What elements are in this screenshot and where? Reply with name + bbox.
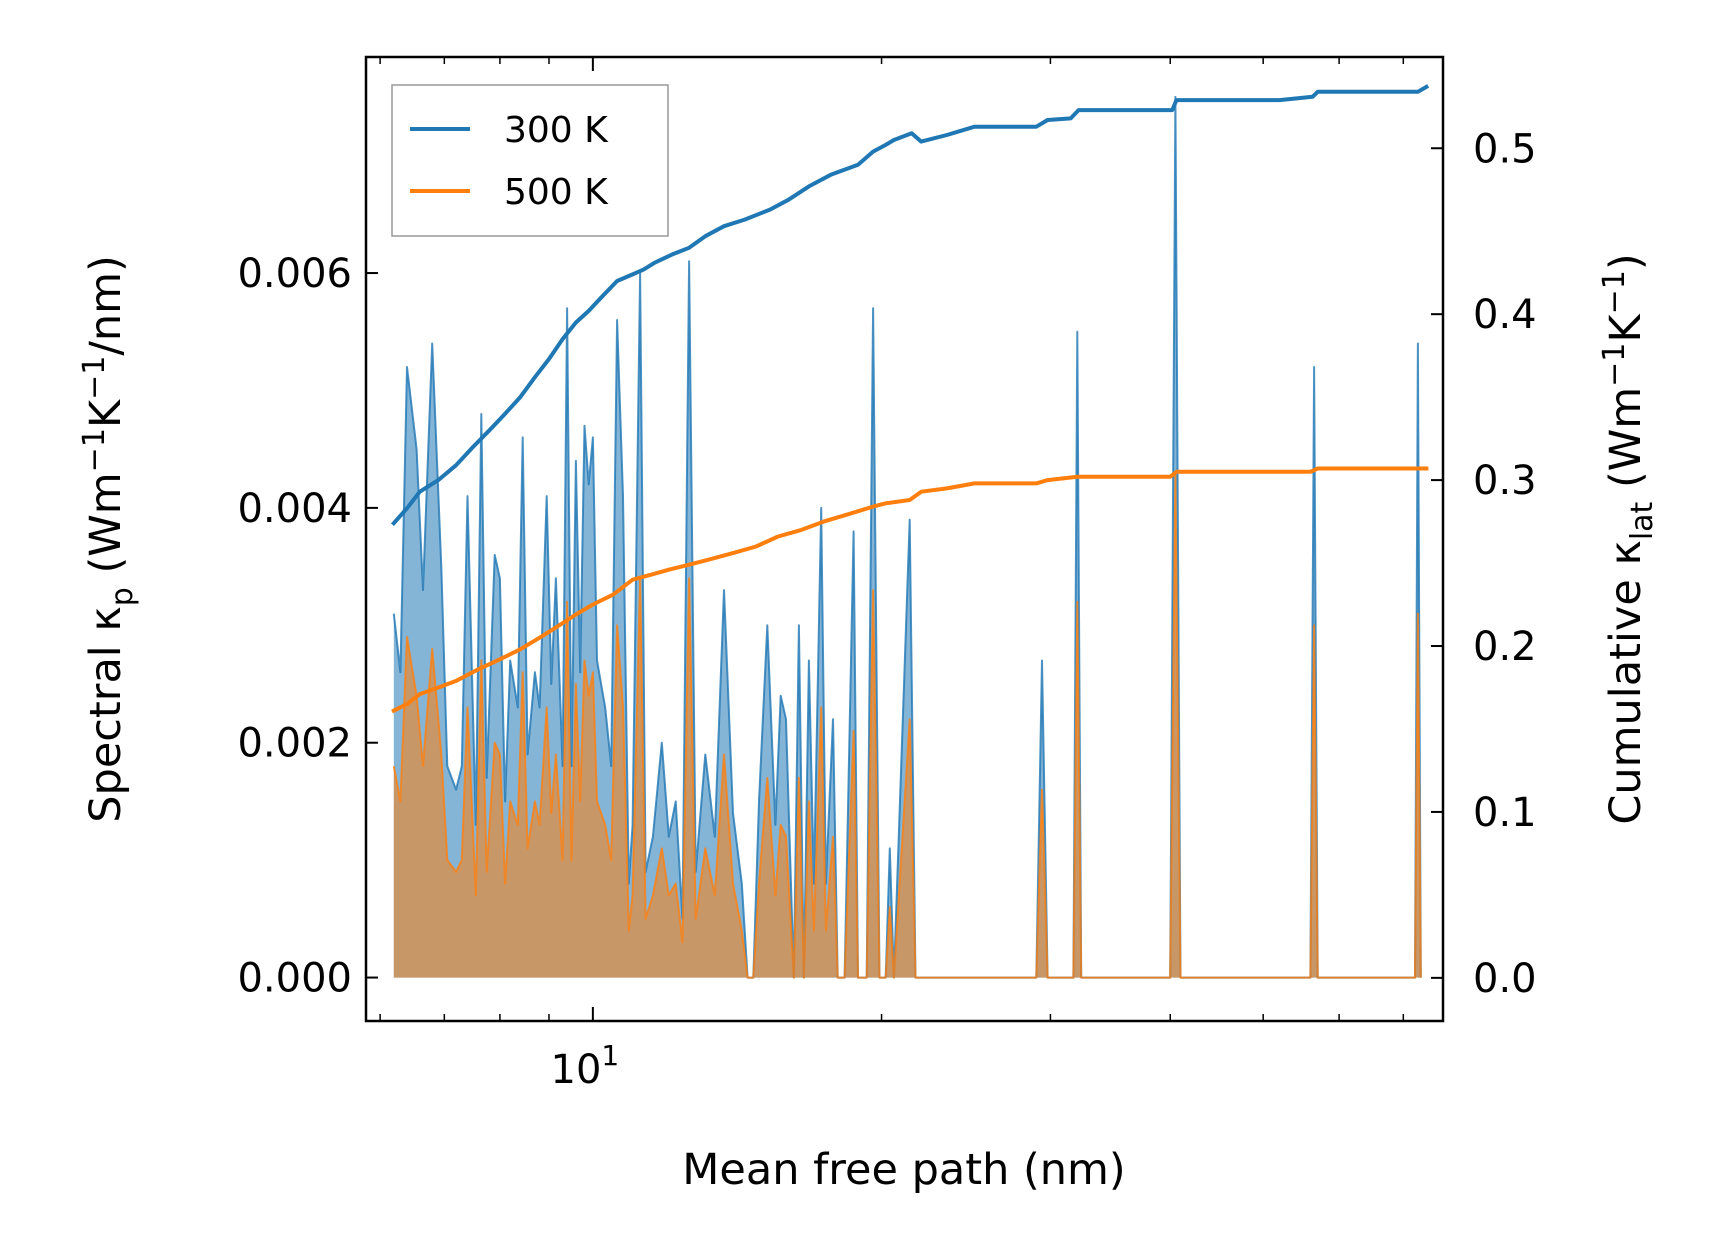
left-axis-label-sup2: −1 [77,356,112,400]
y-left-tick-label: 0.002 [237,721,352,767]
left-axis-label: Spectral κp (Wm−1K−1/nm) [77,255,140,823]
right-axis-label-sup2: −1 [1597,270,1632,314]
y-right-tick-label: 0.4 [1473,292,1537,338]
left-axis-label-sup1: −1 [77,428,112,472]
tick-layer: 0.000 0.002 0.004 0.006 0.0 0.1 0.2 0.3 0.4 0.5 10… [237,57,1537,1093]
x-axis-title: Mean free path (nm) [682,1145,1125,1195]
right-axis-label-sub: lat [1625,501,1660,540]
right-axis-label-k: K [1601,313,1651,343]
left-axis-label-sub: p [105,587,140,606]
x-axis-label: Mean free path (nm) [682,1145,1125,1195]
series-line-layer [390,84,1430,979]
legend-label-500k: 500 K [504,172,609,213]
left-axis-label-k: K [81,398,131,428]
right-axis-label-sup1: −1 [1597,343,1632,387]
y-left-tick-label: 0.000 [237,956,352,1002]
spectral-line-300k [392,95,1422,979]
legend-box [391,84,669,237]
right-axis-label-tail: ) [1601,253,1651,270]
right-axis-label-base: Cumulative κ [1601,540,1651,824]
legend-label-300k: 300 K [504,110,609,151]
y-left-tick-label: 0.004 [237,486,352,532]
left-axis-label-units: (Wm [81,472,131,573]
y-left-tick-label: 0.006 [237,251,352,297]
cumulative-line-500k [391,466,1429,714]
left-axis-label-tail: /nm) [81,255,131,355]
left-axis-label-base: Spectral κ [81,606,131,823]
y-right-tick-label: 0.0 [1473,956,1537,1002]
spectral-line-500k [392,471,1422,979]
right-axis-label: Cumulative κlat (Wm−1K−1) [1597,253,1660,824]
y-right-tick-label: 0.1 [1473,790,1537,836]
spectral-fill-layer [393,96,1421,978]
y-right-tick-label: 0.3 [1473,458,1537,504]
right-axis-label-units: (Wm [1601,387,1651,488]
spectral-area-500k [393,472,1421,978]
cumulative-line-300k [390,84,1430,527]
x-tick-label: 101 [551,1039,620,1093]
y-right-tick-label: 0.5 [1473,126,1537,172]
plot-frame [364,55,1445,1023]
y-right-tick-label: 0.2 [1473,624,1537,670]
legend: 300 K 500 K [391,84,669,237]
